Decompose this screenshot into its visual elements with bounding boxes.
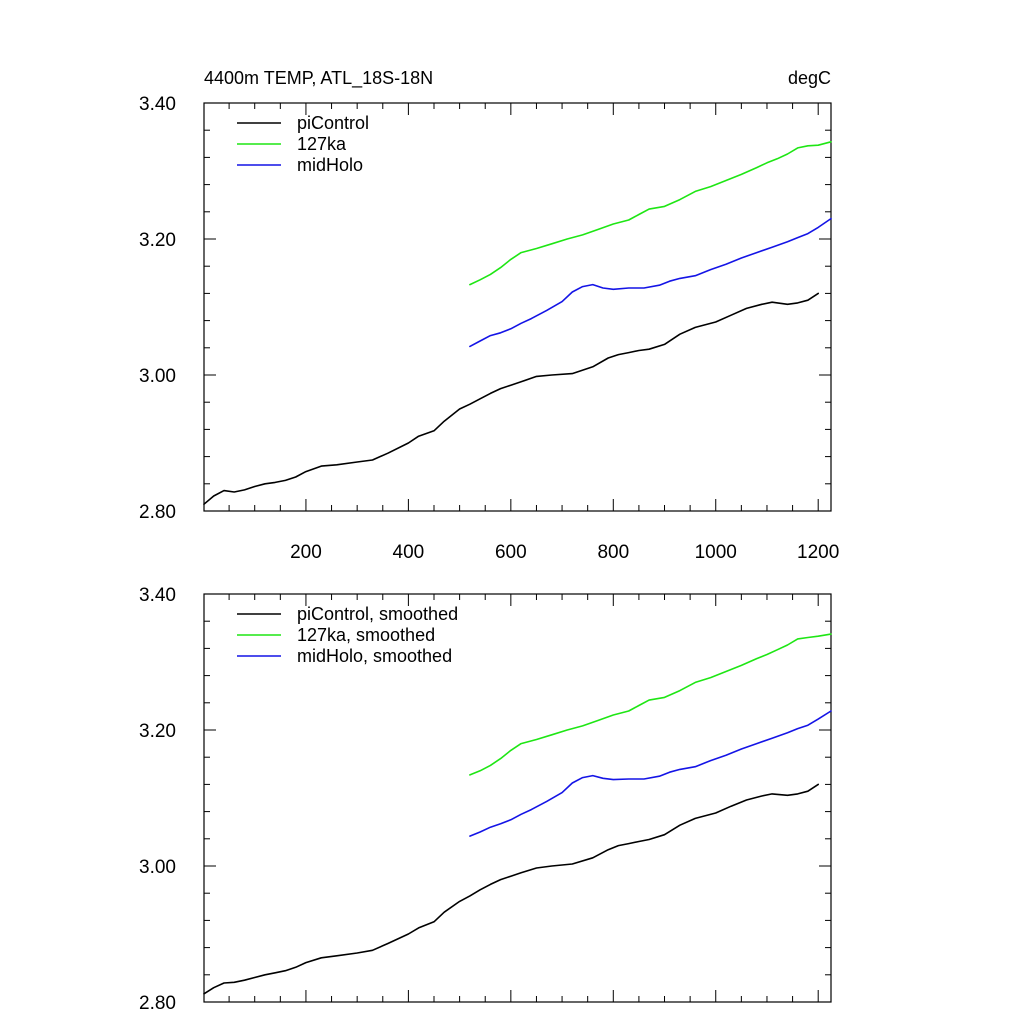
series-line-picontrol xyxy=(203,292,820,506)
y-tick-label: 3.20 xyxy=(139,230,176,251)
x-tick-label: 200 xyxy=(290,542,322,563)
plot-frame xyxy=(203,102,832,512)
legend-label: midHolo, smoothed xyxy=(297,646,452,666)
x-tick-label: 1200 xyxy=(797,542,839,563)
series-line-127ka-smoothed xyxy=(469,633,832,776)
series-line-127ka xyxy=(469,141,832,286)
series-line-midholo xyxy=(469,217,832,348)
y-tick-label: 3.00 xyxy=(139,366,176,387)
legend-label: 127ka xyxy=(297,134,347,154)
y-tick-label: 3.00 xyxy=(139,857,176,878)
series-line-picontrol-smoothed xyxy=(203,783,820,995)
chart-title: 4400m TEMP, ATL_18S-18N xyxy=(204,68,433,89)
legend-label: piControl xyxy=(297,113,369,133)
legend-label: piControl, smoothed xyxy=(297,604,458,624)
y-tick-label: 2.80 xyxy=(139,993,176,1014)
panel-top: 2.80 3.00 3.20 3.40 200 400 600 800 1000 1200 piCo… xyxy=(139,94,839,563)
series-line-midholo-smoothed xyxy=(469,710,832,837)
plot-frame xyxy=(203,593,832,1003)
legend-label: midHolo xyxy=(297,155,363,175)
y-tick-label: 3.20 xyxy=(139,721,176,742)
panel-bottom: 2.80 3.00 3.20 3.40 piControl, smoothed127ka… xyxy=(139,585,832,1014)
legend-label: 127ka, smoothed xyxy=(297,625,435,645)
units-label: degC xyxy=(788,68,831,88)
y-tick-label: 3.40 xyxy=(139,94,176,115)
x-tick-label: 800 xyxy=(597,542,629,563)
y-tick-label: 2.80 xyxy=(139,502,176,523)
x-tick-label: 400 xyxy=(393,542,425,563)
x-tick-label: 600 xyxy=(495,542,527,563)
x-tick-label: 1000 xyxy=(695,542,737,563)
y-tick-label: 3.40 xyxy=(139,585,176,606)
